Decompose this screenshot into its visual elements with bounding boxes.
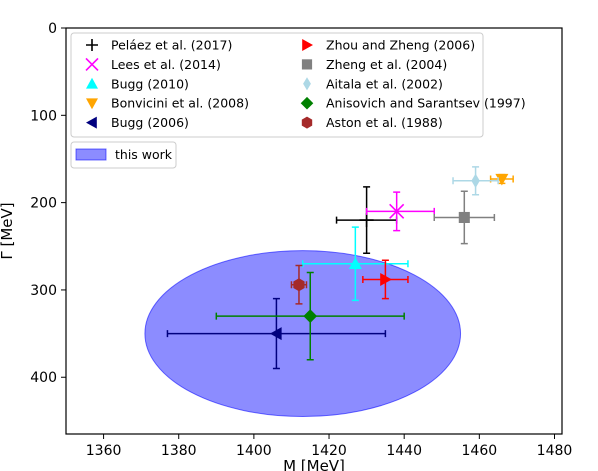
- x-tick-label: 1480: [537, 443, 573, 459]
- data-point-3: [301, 226, 409, 302]
- data-point-8: [452, 166, 499, 196]
- legend-label: Zheng et al. (2004): [326, 57, 447, 72]
- legend-item: Aitala et al. (2002): [303, 76, 443, 91]
- legend-item: Peláez et al. (2017): [86, 38, 232, 53]
- legend-box: [70, 32, 484, 138]
- x-tick-label: 1440: [386, 443, 422, 459]
- legend-marker: [302, 39, 313, 51]
- data-point-6: [362, 259, 409, 300]
- legend-item: Bonvicini et al. (2008): [86, 96, 249, 111]
- legend-marker: [86, 98, 98, 110]
- data-point-7: [433, 190, 496, 245]
- legend-item: Bugg (2010): [86, 76, 189, 91]
- legend-marker: [303, 77, 311, 91]
- legend-item: Lees et al. (2014): [85, 57, 221, 72]
- region-legend-swatch: [75, 148, 107, 161]
- data-marker: [458, 211, 470, 223]
- x-tick-label: 1400: [236, 443, 272, 459]
- legend-marker: [85, 57, 99, 71]
- legend-item: Zhou and Zheng (2006): [302, 38, 475, 53]
- x-tick-label: 1420: [311, 443, 347, 459]
- y-axis-label: Γ [MeV]: [0, 202, 16, 259]
- data-marker: [471, 173, 480, 188]
- y-tick-label: 400: [30, 370, 57, 386]
- data-point-10: [290, 264, 308, 305]
- data-marker: [269, 327, 282, 341]
- legend-label: Bugg (2006): [111, 115, 189, 130]
- legend-item: Anisovich and Sarantsev (1997): [300, 96, 526, 111]
- legend-item: Zheng et al. (2004): [301, 57, 447, 72]
- data-marker: [293, 278, 305, 292]
- region-legend: this work: [70, 141, 177, 169]
- legend-label: Lees et al. (2014): [111, 57, 221, 72]
- legend-marker: [86, 116, 97, 129]
- data-marker: [303, 309, 318, 323]
- legend-item: Aston et al. (1988): [301, 115, 443, 130]
- x-axis-label: M [MeV]: [283, 457, 345, 471]
- legend-marker: [301, 59, 313, 70]
- legend-label: Aston et al. (1988): [326, 115, 443, 130]
- data-marker: [389, 203, 405, 219]
- region-legend-label: this work: [115, 147, 173, 162]
- data-point-5: [166, 297, 387, 370]
- plot-area: [144, 166, 514, 418]
- x-tick-label: 1380: [161, 443, 197, 459]
- legend: Peláez et al. (2017) Lees et al. (2014) Bu…: [70, 32, 526, 138]
- legend-label: Bugg (2010): [111, 76, 189, 91]
- plot-frame: [65, 27, 563, 435]
- legend-marker: [86, 77, 98, 89]
- y-tick-label: 200: [30, 196, 57, 212]
- legend-marker: [301, 116, 313, 129]
- legend-item: Bugg (2006): [86, 115, 189, 130]
- legend-marker: [86, 39, 98, 51]
- data-point-9: [215, 271, 405, 361]
- legend-label: Zhou and Zheng (2006): [326, 38, 475, 53]
- y-tick-label: 0: [48, 21, 57, 37]
- x-tick-label: 1460: [462, 443, 498, 459]
- y-tick-label: 100: [30, 108, 57, 124]
- y-tick-label: 300: [30, 283, 57, 299]
- data-marker: [359, 213, 374, 228]
- legend-marker: [300, 96, 314, 110]
- legend-label: Peláez et al. (2017): [111, 38, 232, 53]
- legend-label: Anisovich and Sarantsev (1997): [326, 96, 526, 111]
- axis-ticks: 1360 1380 1400 1420 1440 1460 1480 0 100 200 300 40…: [30, 21, 572, 459]
- x-tick-label: 1360: [86, 443, 122, 459]
- data-point-2: [365, 191, 435, 232]
- data-marker: [380, 272, 392, 286]
- legend-label: Bonvicini et al. (2008): [111, 96, 249, 111]
- legend-label: Aitala et al. (2002): [326, 76, 443, 91]
- data-marker: [495, 173, 509, 186]
- data-point-4: [489, 173, 514, 186]
- data-marker: [348, 257, 362, 269]
